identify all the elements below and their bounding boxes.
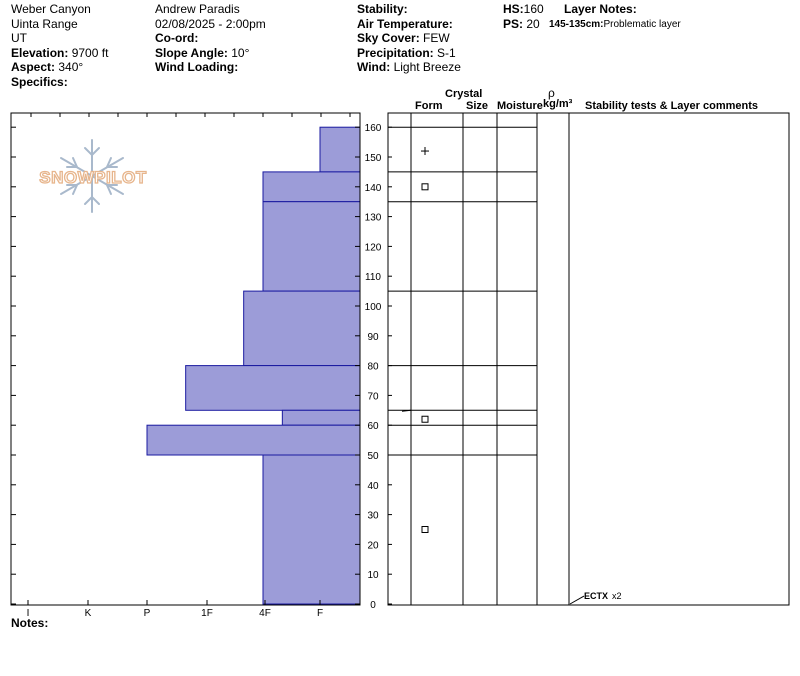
sky-value: FEW xyxy=(423,31,450,45)
y-tick-label: 120 xyxy=(365,242,382,253)
grain-form-square xyxy=(421,526,429,533)
ps-value: 20 xyxy=(526,16,540,31)
test-label: ECTX xyxy=(584,591,608,601)
elevation-value: 9700 ft xyxy=(71,45,109,60)
col-form: Form xyxy=(415,100,443,112)
layer-note-text: Problematic layer xyxy=(603,18,681,30)
y-tick-label: 130 xyxy=(365,213,382,224)
layer-notes-label: Layer Notes: xyxy=(564,2,637,16)
test-count: x2 xyxy=(612,591,622,601)
x-tick-label: 4F xyxy=(259,608,271,619)
y-tick-label: 30 xyxy=(367,511,379,522)
header-left: Weber Canyon Uinta Range UT Elevation: 9… xyxy=(11,2,108,89)
y-tick-label: 80 xyxy=(367,362,379,373)
logo-text: SNOWPILOT xyxy=(39,168,147,187)
y-tick-label: 140 xyxy=(365,183,382,194)
hardness-bar xyxy=(262,201,361,292)
ps-row: PS: 20 xyxy=(503,16,540,31)
slope-value: 10° xyxy=(231,45,250,60)
y-tick-label: 70 xyxy=(367,391,379,402)
hardness-bar xyxy=(146,424,361,456)
hardness-bar xyxy=(319,126,361,173)
col-crystal: Crystal xyxy=(445,88,483,100)
aspect-value: 340° xyxy=(58,60,84,74)
y-tick-label: 160 xyxy=(365,123,382,134)
hs-row: HS:160 xyxy=(503,2,544,16)
col-moisture: Moisture xyxy=(497,100,543,112)
snowpilot-logo: SNOWPILOT xyxy=(39,139,147,213)
wind-loading-row: Wind Loading: xyxy=(155,60,239,74)
coord-row: Co-ord: xyxy=(155,31,199,45)
elevation-row: Elevation: 9700 ft xyxy=(11,45,109,60)
hardness-bar xyxy=(262,171,361,203)
y-tick-label: 100 xyxy=(365,302,382,313)
y-tick-label: 90 xyxy=(367,332,379,343)
layer-table: ECTX x2 xyxy=(387,112,790,606)
sky-row: Sky Cover: FEW xyxy=(357,31,450,45)
layer-note-row: 145-135cm:Problematic layer xyxy=(549,18,681,33)
x-tick-label: P xyxy=(144,608,151,619)
wind-value: Light Breeze xyxy=(393,60,461,74)
header-weather: Stability: Air Temperature: Sky Cover: F… xyxy=(357,2,461,75)
wind-row: Wind: Light Breeze xyxy=(357,60,461,74)
col-size: Size xyxy=(466,100,489,112)
layer-note-range: 145-135cm: xyxy=(549,18,604,30)
grain-form-square xyxy=(421,183,429,191)
hs-value: 160 xyxy=(523,2,544,16)
y-tick-label: 50 xyxy=(367,451,379,462)
x-tick-label: F xyxy=(317,608,323,619)
obs-datetime: 02/08/2025 - 2:00pm xyxy=(155,16,266,31)
layer-table-frame xyxy=(387,112,790,606)
header-layer-notes: Layer Notes: 145-135cm:Problematic layer xyxy=(549,2,681,32)
state-name: UT xyxy=(11,31,27,45)
slope-row: Slope Angle: 10° xyxy=(155,45,250,60)
specifics-row: Specifics: xyxy=(11,74,68,89)
location-name: Weber Canyon xyxy=(11,2,91,16)
aspect-row: Aspect: 340° xyxy=(11,60,84,74)
x-tick-label: I xyxy=(27,608,30,619)
air-temp-row: Air Temperature: xyxy=(357,16,453,31)
x-tick-label: 1F xyxy=(201,608,213,619)
y-tick-label: 20 xyxy=(367,540,379,551)
stability-row: Stability: xyxy=(357,2,408,16)
y-tick-label: 110 xyxy=(365,272,381,283)
hardness-bar xyxy=(185,365,361,411)
hardness-frame xyxy=(10,112,361,606)
y-tick-label: 10 xyxy=(367,570,379,581)
hardness-bar xyxy=(262,454,361,605)
hardness-bar xyxy=(281,409,361,426)
precip-value: S-1 xyxy=(437,45,456,60)
boundary-slant xyxy=(401,409,412,412)
y-tick-label: 0 xyxy=(370,600,376,611)
y-tick-label: 150 xyxy=(365,153,382,164)
snowflake-icon xyxy=(60,139,124,213)
header-depth: HS:160 PS: 20 xyxy=(503,2,544,31)
hardness-panel: I K P 1F 4F F 0 10 20 30 40 50 60 70 80 90 100 110 120 130 1… xyxy=(10,112,382,619)
test-pointer xyxy=(569,595,585,605)
range-name: Uinta Range xyxy=(11,16,78,31)
precip-row: Precipitation: S-1 xyxy=(357,45,456,60)
col-stability: Stability tests & Layer comments xyxy=(585,100,759,112)
grain-form-square xyxy=(421,415,429,423)
observer-name: Andrew Paradis xyxy=(155,2,240,16)
hardness-bar xyxy=(243,290,361,367)
col-density: kg/m³ xyxy=(543,98,573,110)
x-tick-label: K xyxy=(85,608,92,619)
header-mid: Andrew Paradis 02/08/2025 - 2:00pm Co-or… xyxy=(155,2,266,75)
y-tick-label: 60 xyxy=(367,421,379,432)
y-tick-label: 40 xyxy=(367,481,379,492)
notes-label: Notes: xyxy=(11,616,49,630)
col-rho: ρ xyxy=(548,86,555,100)
